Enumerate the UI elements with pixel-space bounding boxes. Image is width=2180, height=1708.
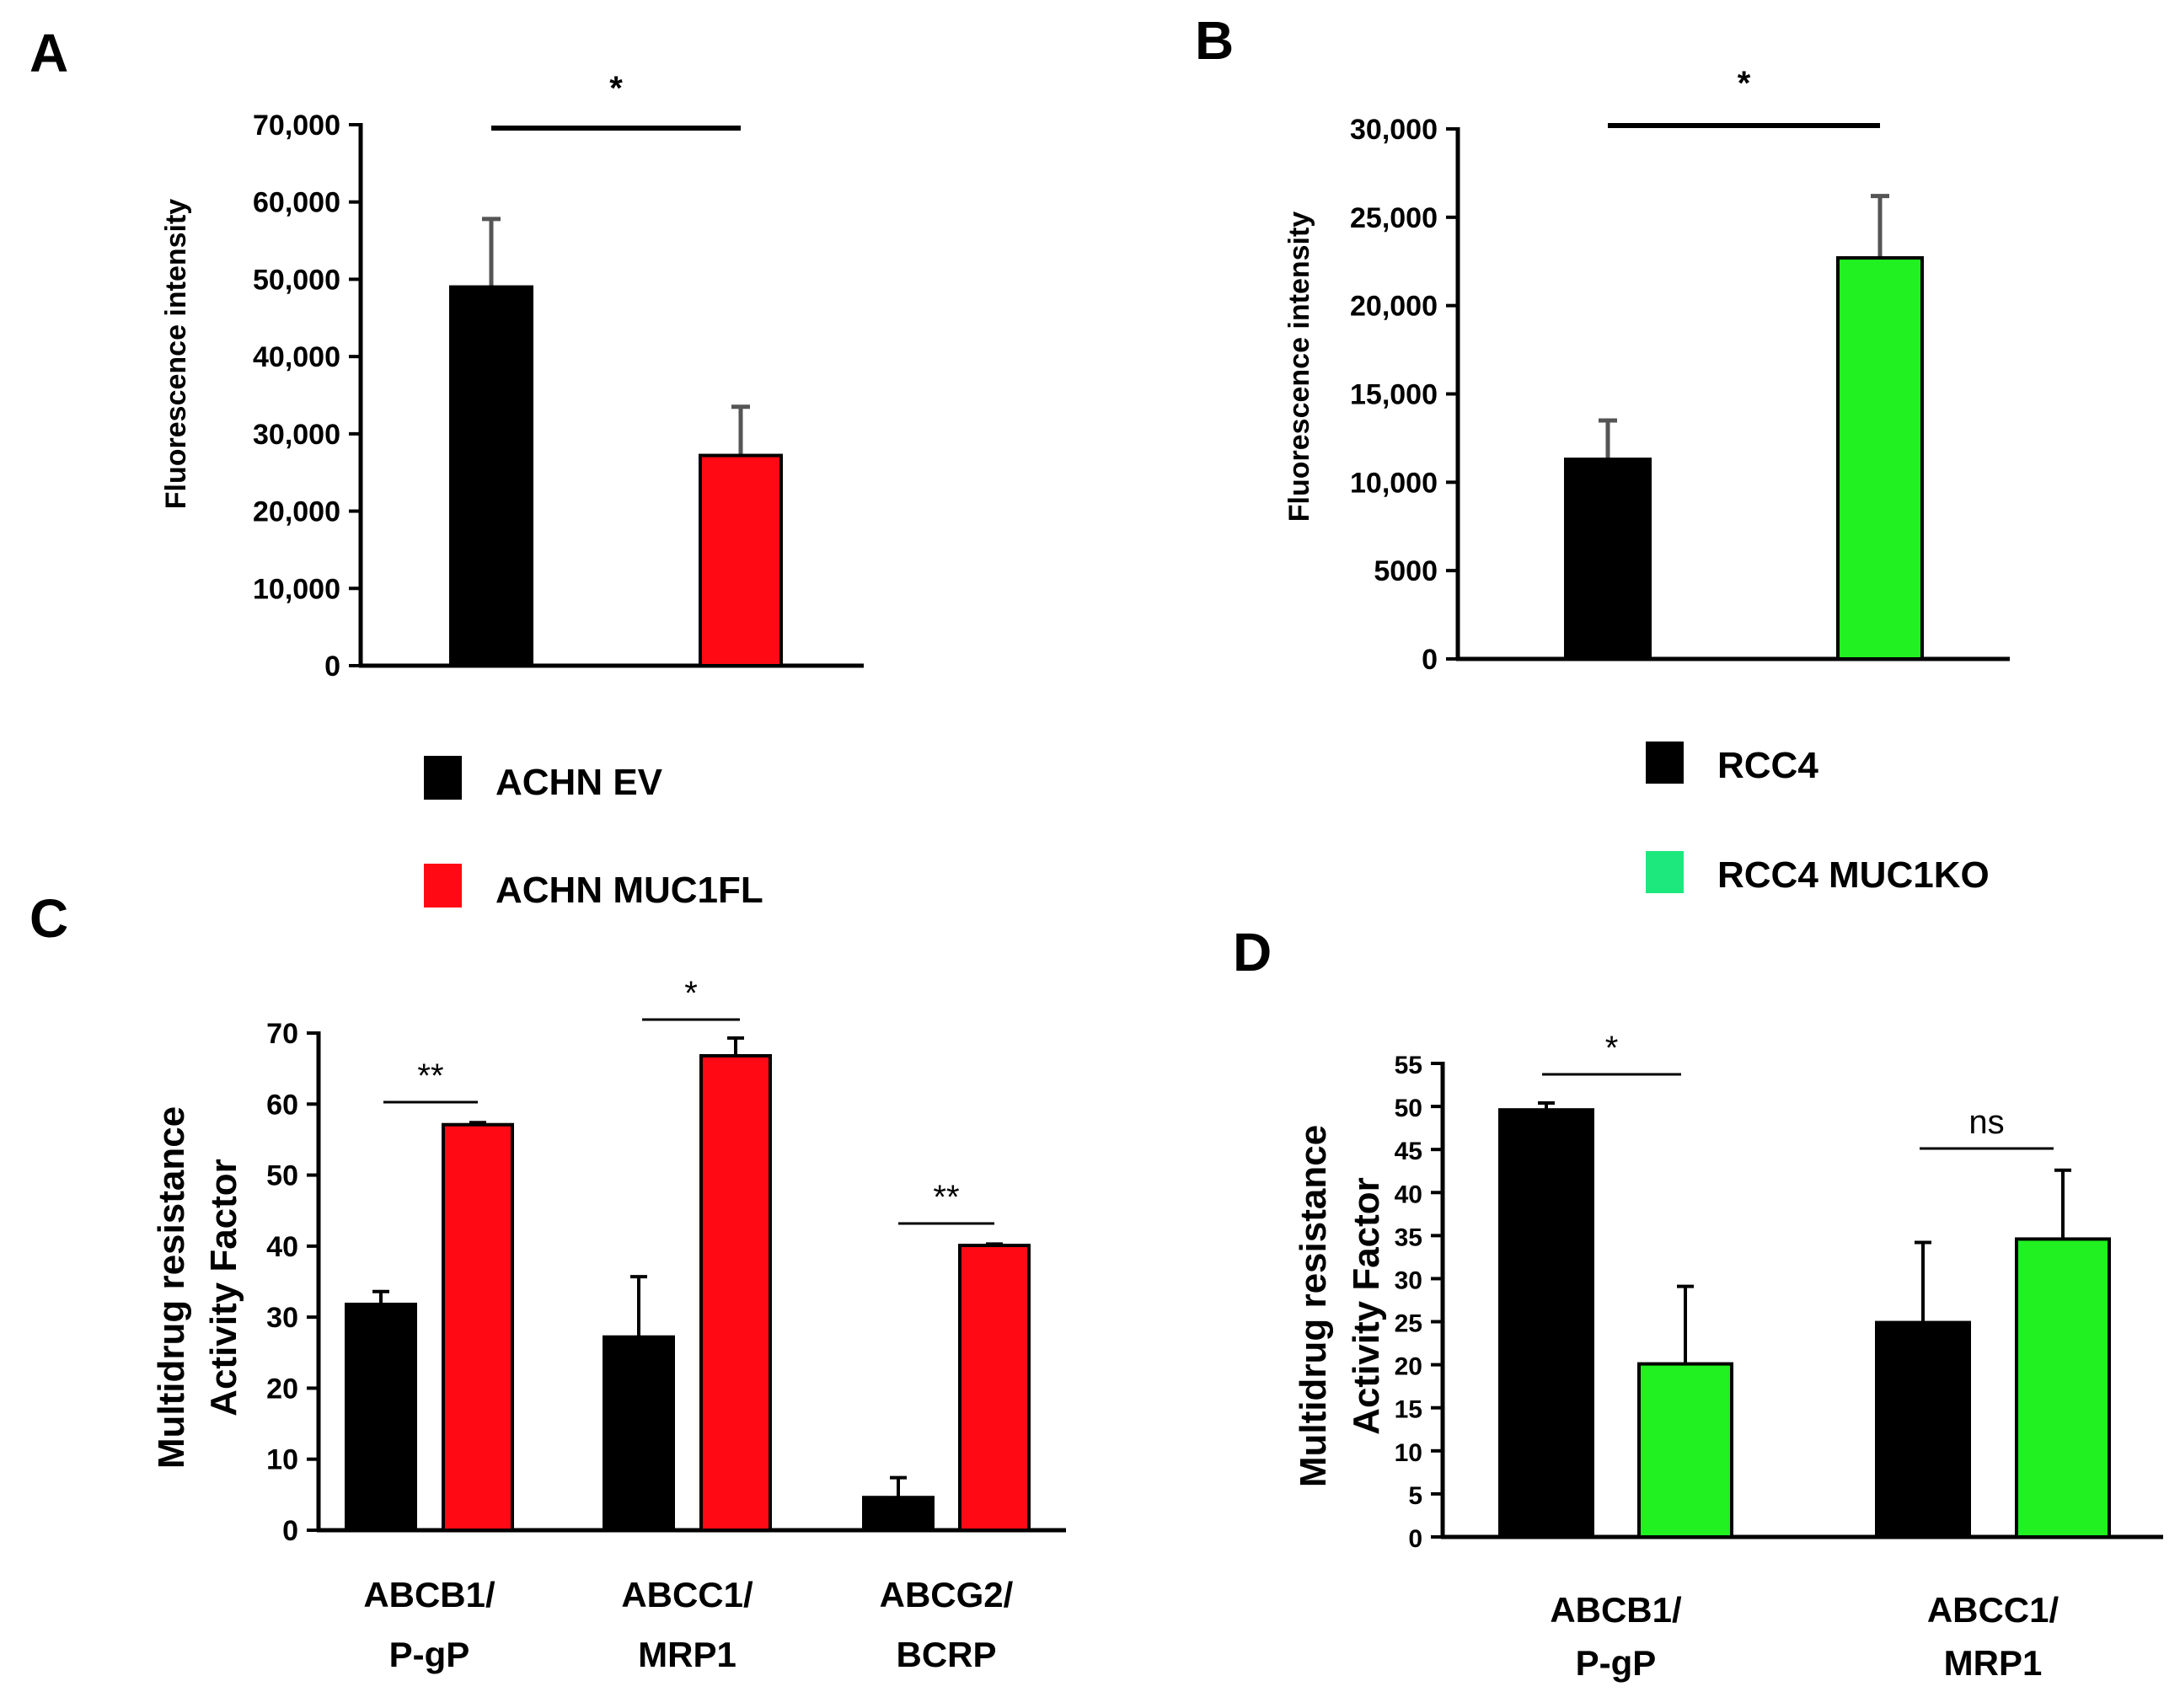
- sig-label-d-0: *: [1605, 1030, 1619, 1067]
- category-label-d-1-line1: ABCC1/: [1927, 1590, 2059, 1630]
- panel-letter-c: C: [29, 888, 68, 949]
- legend-b-swatch-1: [1646, 851, 1684, 893]
- y-tick-label-a-2: 20,000: [253, 496, 340, 528]
- bar-c-0-1: [442, 1122, 514, 1532]
- bar-b-0: [1564, 458, 1652, 661]
- legend-b-label-1: RCC4 MUC1KO: [1717, 854, 1990, 896]
- bar-c-2-1: [958, 1244, 1031, 1532]
- y-tick-label-b-1: 5000: [1374, 555, 1438, 587]
- bar-d-1-0: [1875, 1320, 1971, 1539]
- bar-c-1-0: [603, 1335, 675, 1532]
- bar-b-1: [1836, 256, 1924, 661]
- category-label-c-2-line2: BCRP: [896, 1635, 996, 1674]
- y-tick-label-a-1: 10,000: [253, 573, 340, 605]
- y-tick-label-c-5: 50: [266, 1160, 298, 1192]
- legend-b-label-0: RCC4: [1717, 745, 1818, 786]
- y-axis-label-b: Fluorescence intensity: [1283, 211, 1315, 522]
- bar-c-2-0: [862, 1496, 935, 1532]
- y-tick-label-a-7: 70,000: [253, 110, 340, 142]
- y-tick-label-c-6: 60: [266, 1089, 298, 1121]
- y-tick-label-c-4: 40: [266, 1231, 298, 1263]
- chart-a: 0 10,000 20,000 30,000 40,000 50,000 60,000 70,…: [160, 70, 864, 683]
- y-tick-label-d-7: 35: [1395, 1223, 1422, 1251]
- sig-label-d-1: ns: [1968, 1104, 2004, 1141]
- bar-a-1: [699, 453, 783, 668]
- y-tick-label-c-0: 0: [282, 1515, 298, 1547]
- y-tick-label-d-6: 30: [1395, 1266, 1422, 1294]
- y-tick-label-d-0: 0: [1408, 1525, 1422, 1553]
- y-tick-label-d-5: 25: [1395, 1310, 1422, 1338]
- y-tick-label-d-11: 55: [1395, 1052, 1422, 1079]
- sig-label-c-2: **: [933, 1179, 959, 1216]
- bar-d-0-1: [1637, 1362, 1733, 1539]
- y-tick-label-d-1: 5: [1408, 1482, 1422, 1510]
- y-axis-label-a: Fluorescence intensity: [160, 199, 192, 510]
- legend-a-swatch-0: [424, 756, 462, 800]
- panel-letter-d: D: [1233, 922, 1272, 983]
- y-tick-label-d-4: 20: [1395, 1353, 1422, 1381]
- y-tick-label-a-4: 40,000: [253, 341, 340, 373]
- y-tick-label-a-5: 50,000: [253, 264, 340, 296]
- y-tick-label-d-8: 40: [1395, 1181, 1422, 1208]
- bar-d-1-1: [2015, 1237, 2111, 1539]
- legend-b: RCC4 RCC4 MUC1KO: [1646, 742, 1990, 896]
- y-tick-label-c-1: 10: [266, 1444, 298, 1476]
- y-tick-label-b-0: 0: [1422, 644, 1438, 676]
- legend-a: ACHN EV ACHN MUC1FL: [424, 756, 763, 911]
- category-label-c-1-line1: ABCC1/: [621, 1575, 753, 1614]
- panel-letter-a: A: [29, 23, 68, 83]
- y-tick-label-a-3: 30,000: [253, 419, 340, 451]
- legend-a-swatch-1: [424, 864, 462, 908]
- y-tick-label-b-4: 20,000: [1350, 291, 1438, 323]
- bar-c-1-1: [699, 1053, 772, 1532]
- chart-c: 0 10 20 30 40 50 60 70 ** ABCB1/P-gP * ABCC1/MRP1 **…: [151, 975, 1066, 1674]
- y-tick-label-a-0: 0: [324, 651, 340, 683]
- category-label-c-0-line1: ABCB1/: [363, 1575, 495, 1614]
- y-tick-label-b-2: 10,000: [1350, 467, 1438, 499]
- y-tick-label-b-5: 25,000: [1350, 202, 1438, 234]
- y-axis-label-d-line2: Activity Factor: [1346, 1177, 1387, 1435]
- bar-a-0: [449, 285, 533, 667]
- sig-label-a-0: *: [609, 70, 623, 107]
- category-label-c-0-line2: P-gP: [389, 1635, 470, 1674]
- y-tick-label-a-6: 60,000: [253, 187, 340, 219]
- y-axis-label-c-line2: Activity Factor: [203, 1159, 244, 1416]
- sig-label-b-0: *: [1738, 65, 1751, 102]
- y-tick-label-b-6: 30,000: [1350, 114, 1438, 146]
- legend-a-label-1: ACHN MUC1FL: [495, 870, 763, 911]
- y-tick-label-d-3: 15: [1395, 1396, 1422, 1424]
- y-tick-label-d-10: 50: [1395, 1095, 1422, 1122]
- bar-c-0-0: [345, 1302, 417, 1532]
- y-tick-label-d-2: 10: [1395, 1439, 1422, 1467]
- category-label-d-0-line1: ABCB1/: [1550, 1590, 1682, 1630]
- category-label-d-0-line2: P-gP: [1576, 1643, 1657, 1683]
- y-axis-label-d-line1: Multidrug resistance: [1293, 1125, 1334, 1487]
- y-tick-label-c-7: 70: [266, 1018, 298, 1050]
- sig-label-c-1: *: [684, 975, 698, 1012]
- category-label-c-1-line2: MRP1: [638, 1635, 736, 1674]
- chart-d: 0 5 10 15 20 25 30 35 40 45 50 55 * ABCB1/P-gP ns ABCC1…: [1293, 1030, 2163, 1683]
- y-axis-label-c-line1: Multidrug resistance: [151, 1106, 192, 1469]
- sig-label-c-0: **: [417, 1057, 443, 1095]
- legend-b-swatch-0: [1646, 742, 1684, 784]
- y-tick-label-b-3: 15,000: [1350, 379, 1438, 411]
- bar-d-0-0: [1498, 1108, 1594, 1539]
- category-label-c-2-line1: ABCG2/: [880, 1575, 1014, 1614]
- y-tick-label-c-2: 20: [266, 1373, 298, 1405]
- chart-b: 0 5000 10,000 15,000 20,000 25,000 30,000 * Fluo…: [1283, 65, 2010, 676]
- y-tick-label-d-9: 45: [1395, 1138, 1422, 1165]
- category-label-d-1-line2: MRP1: [1944, 1643, 2043, 1683]
- y-tick-label-c-3: 30: [266, 1302, 298, 1334]
- legend-a-label-0: ACHN EV: [495, 762, 663, 803]
- panel-letter-b: B: [1195, 10, 1234, 71]
